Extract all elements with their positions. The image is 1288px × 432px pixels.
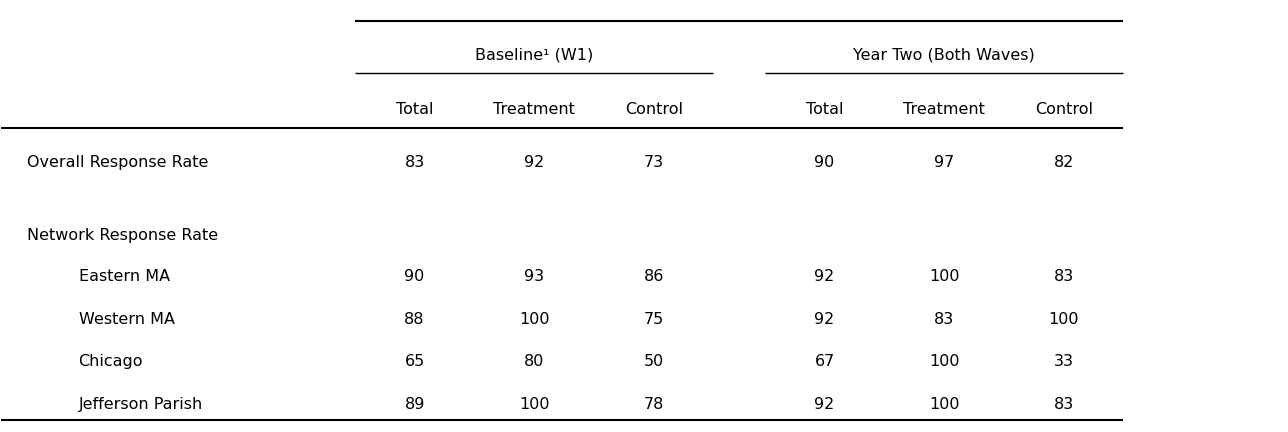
Text: 100: 100	[929, 397, 960, 413]
Text: 89: 89	[404, 397, 425, 413]
Text: Control: Control	[1034, 102, 1092, 117]
Text: 65: 65	[404, 354, 425, 369]
Text: 92: 92	[814, 311, 835, 327]
Text: 90: 90	[404, 269, 425, 283]
Text: 92: 92	[814, 397, 835, 413]
Text: 86: 86	[644, 269, 663, 283]
Text: 100: 100	[519, 311, 550, 327]
Text: 83: 83	[1054, 397, 1074, 413]
Text: 92: 92	[524, 155, 545, 170]
Text: 100: 100	[929, 354, 960, 369]
Text: 73: 73	[644, 155, 663, 170]
Text: Baseline¹ (W1): Baseline¹ (W1)	[475, 48, 594, 63]
Text: 75: 75	[644, 311, 663, 327]
Text: Chicago: Chicago	[79, 354, 143, 369]
Text: Control: Control	[625, 102, 683, 117]
Text: Western MA: Western MA	[79, 311, 174, 327]
Text: Network Response Rate: Network Response Rate	[27, 228, 218, 243]
Text: 50: 50	[644, 354, 663, 369]
Text: Jefferson Parish: Jefferson Parish	[79, 397, 202, 413]
Text: 88: 88	[404, 311, 425, 327]
Text: Year Two (Both Waves): Year Two (Both Waves)	[853, 48, 1036, 63]
Text: 83: 83	[404, 155, 425, 170]
Text: Eastern MA: Eastern MA	[79, 269, 170, 283]
Text: 93: 93	[524, 269, 544, 283]
Text: 83: 83	[1054, 269, 1074, 283]
Text: Total: Total	[806, 102, 844, 117]
Text: 100: 100	[519, 397, 550, 413]
Text: 90: 90	[814, 155, 835, 170]
Text: 33: 33	[1054, 354, 1074, 369]
Text: Treatment: Treatment	[493, 102, 574, 117]
Text: 78: 78	[644, 397, 663, 413]
Text: Treatment: Treatment	[903, 102, 985, 117]
Text: 92: 92	[814, 269, 835, 283]
Text: 97: 97	[934, 155, 954, 170]
Text: 67: 67	[814, 354, 835, 369]
Text: Total: Total	[395, 102, 433, 117]
Text: 83: 83	[934, 311, 954, 327]
Text: 100: 100	[929, 269, 960, 283]
Text: 82: 82	[1054, 155, 1074, 170]
Text: 100: 100	[1048, 311, 1079, 327]
Text: Overall Response Rate: Overall Response Rate	[27, 155, 209, 170]
Text: 80: 80	[524, 354, 545, 369]
